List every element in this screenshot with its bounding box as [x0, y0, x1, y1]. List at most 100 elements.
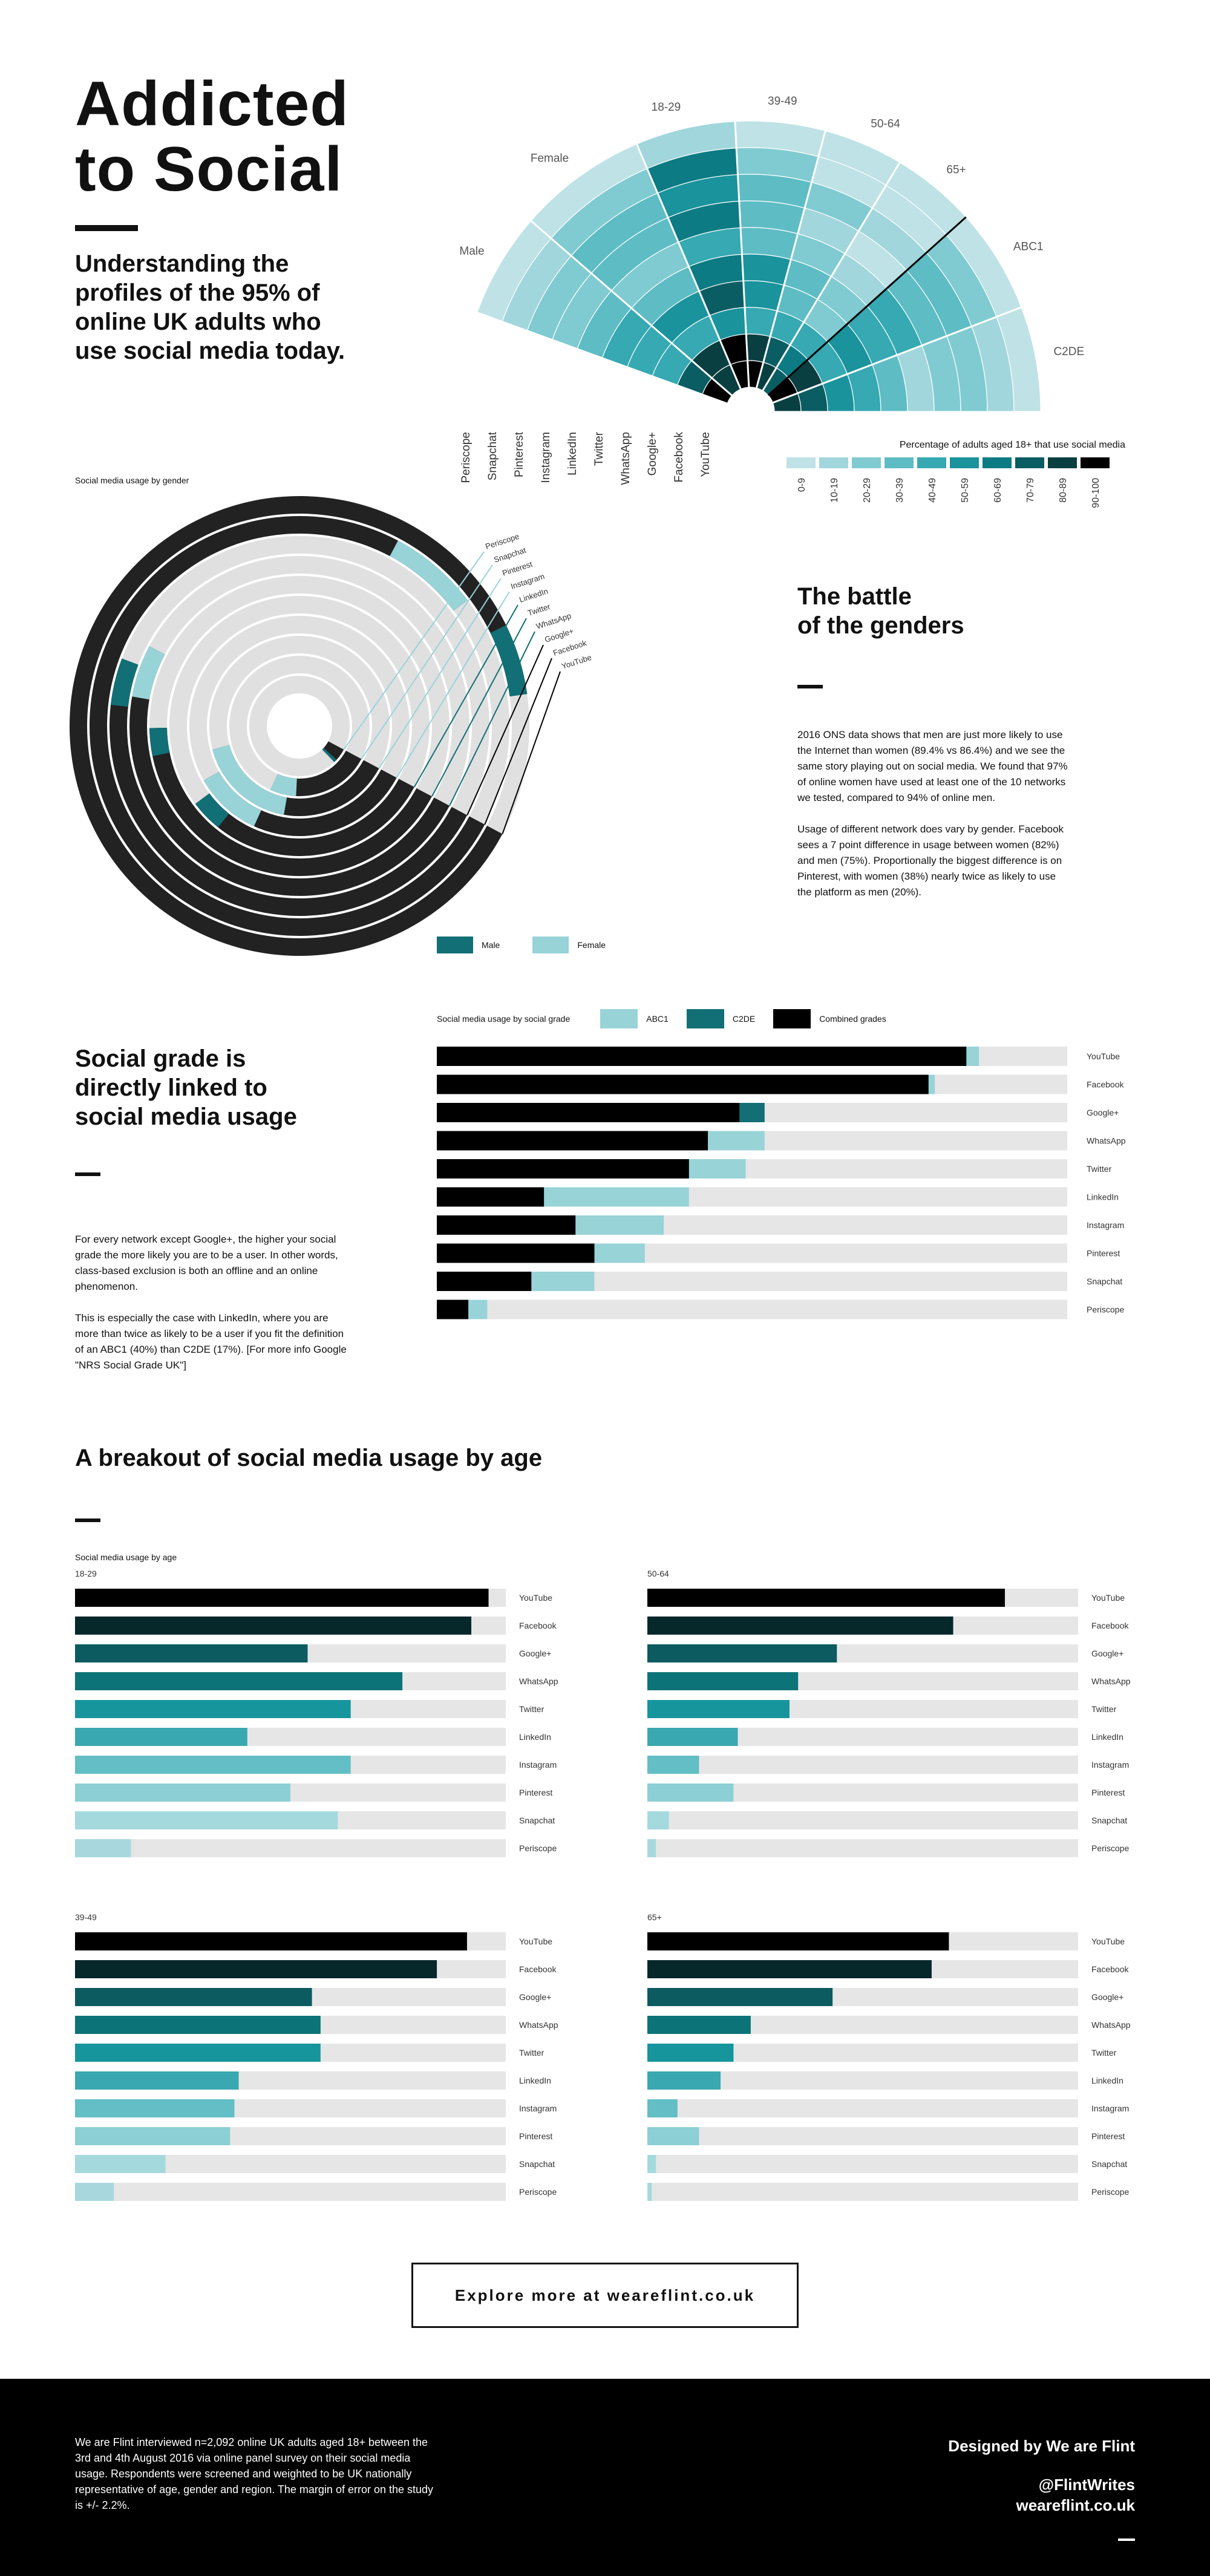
group-label-c2de: C2DE — [1053, 345, 1084, 358]
bar-row-google-plus: Google+ — [75, 1988, 551, 2006]
grade-legend: Social media usage by social grade ABC1 … — [437, 1009, 886, 1028]
network-label-periscope: Periscope — [460, 432, 473, 483]
legend-label-combined: Combined grades — [819, 1014, 886, 1024]
bar-label-linkedin: LinkedIn — [1091, 2076, 1123, 2085]
bar-label-periscope: Periscope — [519, 1843, 557, 1853]
legend-bin-80-89: 80-89 — [1058, 478, 1068, 503]
bar-label-periscope: Periscope — [519, 2187, 557, 2197]
bar-row-periscope: Periscope — [437, 1299, 1124, 1319]
legend-bin-0-9: 0-9 — [797, 478, 807, 492]
bar-row-linkedin: LinkedIn — [647, 1728, 1123, 1746]
bar-row-snapchat: Snapchat — [75, 2155, 555, 2173]
ring-label-linkedin: LinkedIn — [518, 586, 549, 604]
network-label-snapchat: Snapchat — [486, 431, 499, 480]
bar-label-google-plus: Google+ — [1091, 1649, 1123, 1658]
legend-bin-60-69: 60-69 — [993, 478, 1003, 503]
legend-label-male: Male — [482, 940, 500, 950]
cell-male-periscope — [477, 220, 552, 322]
bar-label-pinterest: Pinterest — [1091, 2131, 1125, 2141]
bar-row-instagram: Instagram — [647, 1756, 1129, 1774]
bar-row-youtube: YouTube — [75, 1932, 552, 1950]
legend-swatch-70-79 — [1015, 457, 1044, 468]
bar-label-whatsapp: WhatsApp — [1091, 2020, 1131, 2030]
bar-usage-twitter — [647, 2044, 734, 2062]
sector-divider — [767, 216, 967, 396]
bar-row-twitter: Twitter — [647, 1700, 1117, 1718]
bar-row-linkedin: LinkedIn — [75, 1728, 551, 1746]
group-label-male: Male — [459, 245, 484, 258]
leader-snapchat — [361, 564, 493, 760]
bar-usage-pinterest — [647, 1783, 734, 1802]
bar-row-youtube: YouTube — [437, 1047, 1120, 1066]
sector-male — [477, 220, 733, 404]
sector-divider — [762, 162, 901, 391]
bar-track — [647, 2099, 1078, 2117]
bar-row-pinterest: Pinterest — [647, 2127, 1125, 2145]
leader-linkedin — [413, 604, 518, 788]
bar-label-google-plus: Google+ — [1091, 1992, 1123, 2002]
ring-female-extra-instagram — [203, 771, 261, 826]
bar-usage-linkedin — [75, 1728, 247, 1746]
ring-label-snapchat: Snapchat — [492, 545, 527, 564]
bar-label-google-plus: Google+ — [519, 1992, 551, 2002]
bar-label-instagram: Instagram — [1091, 2104, 1129, 2113]
grade-paragraph-1: For every network except Google+, the hi… — [75, 1234, 338, 1292]
legend-swatch-0-9 — [786, 457, 816, 468]
footer-rule — [1118, 2538, 1135, 2541]
bar-usage-instagram — [75, 2099, 235, 2117]
bar-usage-youtube — [647, 1589, 1005, 1607]
page-subtitle: Understanding the profiles of the 95% of… — [75, 249, 414, 365]
bar-label-linkedin: LinkedIn — [1091, 1732, 1123, 1742]
bar-track — [647, 2155, 1078, 2173]
network-label-whatsapp: WhatsApp — [620, 432, 632, 485]
group-label-female: Female — [531, 152, 569, 165]
footer-designed-by: Designed by We are Flint — [948, 2437, 1135, 2455]
bar-usage-youtube — [75, 1589, 489, 1607]
gender-heading-line-1: The battle — [797, 583, 912, 610]
bar-usage-whatsapp — [647, 1672, 799, 1690]
bar-label-facebook: Facebook — [519, 1621, 557, 1630]
subtitle-line-3: online UK adults who — [75, 309, 321, 335]
sector-65-plus — [762, 162, 967, 396]
bar-row-instagram: Instagram — [647, 2099, 1129, 2117]
bar-label-pinterest: Pinterest — [519, 1788, 552, 1797]
gender-heading-line-2: of the genders — [797, 612, 964, 639]
bar-row-whatsapp: WhatsApp — [75, 1672, 558, 1690]
age-rule — [75, 1518, 100, 1522]
legend-bin-90-100: 90-100 — [1091, 478, 1101, 508]
ring-label-pinterest: Pinterest — [501, 560, 534, 578]
bar-usage-facebook — [75, 1617, 472, 1635]
ring-label-youtube: YouTube — [560, 653, 592, 671]
age-panel-title: 18-29 — [75, 1569, 97, 1578]
bar-track — [647, 2183, 1078, 2201]
footer-site-link[interactable]: weareflint.co.uk — [1016, 2496, 1136, 2514]
bar-usage-instagram — [647, 2099, 678, 2117]
bar-usage-whatsapp — [75, 2016, 321, 2034]
legend-swatch-c2de — [686, 1009, 724, 1028]
bar-usage-facebook — [647, 1617, 953, 1635]
explore-more-button[interactable]: Explore more at weareflint.co.uk — [411, 2263, 799, 2328]
bar-label-snapchat: Snapchat — [1087, 1277, 1122, 1286]
leader-twitter — [431, 618, 527, 797]
bar-combined-snapchat — [437, 1272, 532, 1291]
grade-chart-label: Social media usage by social grade — [437, 1014, 571, 1024]
legend-swatch-80-89 — [1048, 457, 1077, 468]
legend-swatch-40-49 — [917, 457, 946, 468]
bar-label-snapchat: Snapchat — [1091, 2159, 1127, 2169]
bar-row-linkedin: LinkedIn — [75, 2071, 551, 2090]
footer-handle-link[interactable]: @FlintWrites — [1038, 2476, 1135, 2494]
bar-label-facebook: Facebook — [1091, 1621, 1129, 1630]
radial-usage-chart: Male Female 18-29 39-49 50-64 65+ ABC1 C2DE YouT… — [459, 95, 1125, 508]
legend-label-c2de: C2DE — [732, 1014, 756, 1024]
leader-facebook — [484, 658, 552, 825]
bar-label-instagram: Instagram — [1091, 1760, 1129, 1770]
bar-usage-snapchat — [647, 2155, 656, 2173]
bar-usage-instagram — [647, 1756, 699, 1774]
bar-label-youtube: YouTube — [519, 1937, 552, 1946]
bar-combined-google-plus — [437, 1103, 740, 1122]
bar-usage-snapchat — [647, 1811, 669, 1829]
legend-bin-30-39: 30-39 — [895, 478, 905, 503]
bar-usage-google-plus — [75, 1988, 312, 2006]
bar-label-whatsapp: WhatsApp — [519, 2020, 558, 2030]
age-chart-65-plus: 65+ YouTube Facebook Google+ WhatsApp Twitter… — [647, 1912, 1131, 2201]
